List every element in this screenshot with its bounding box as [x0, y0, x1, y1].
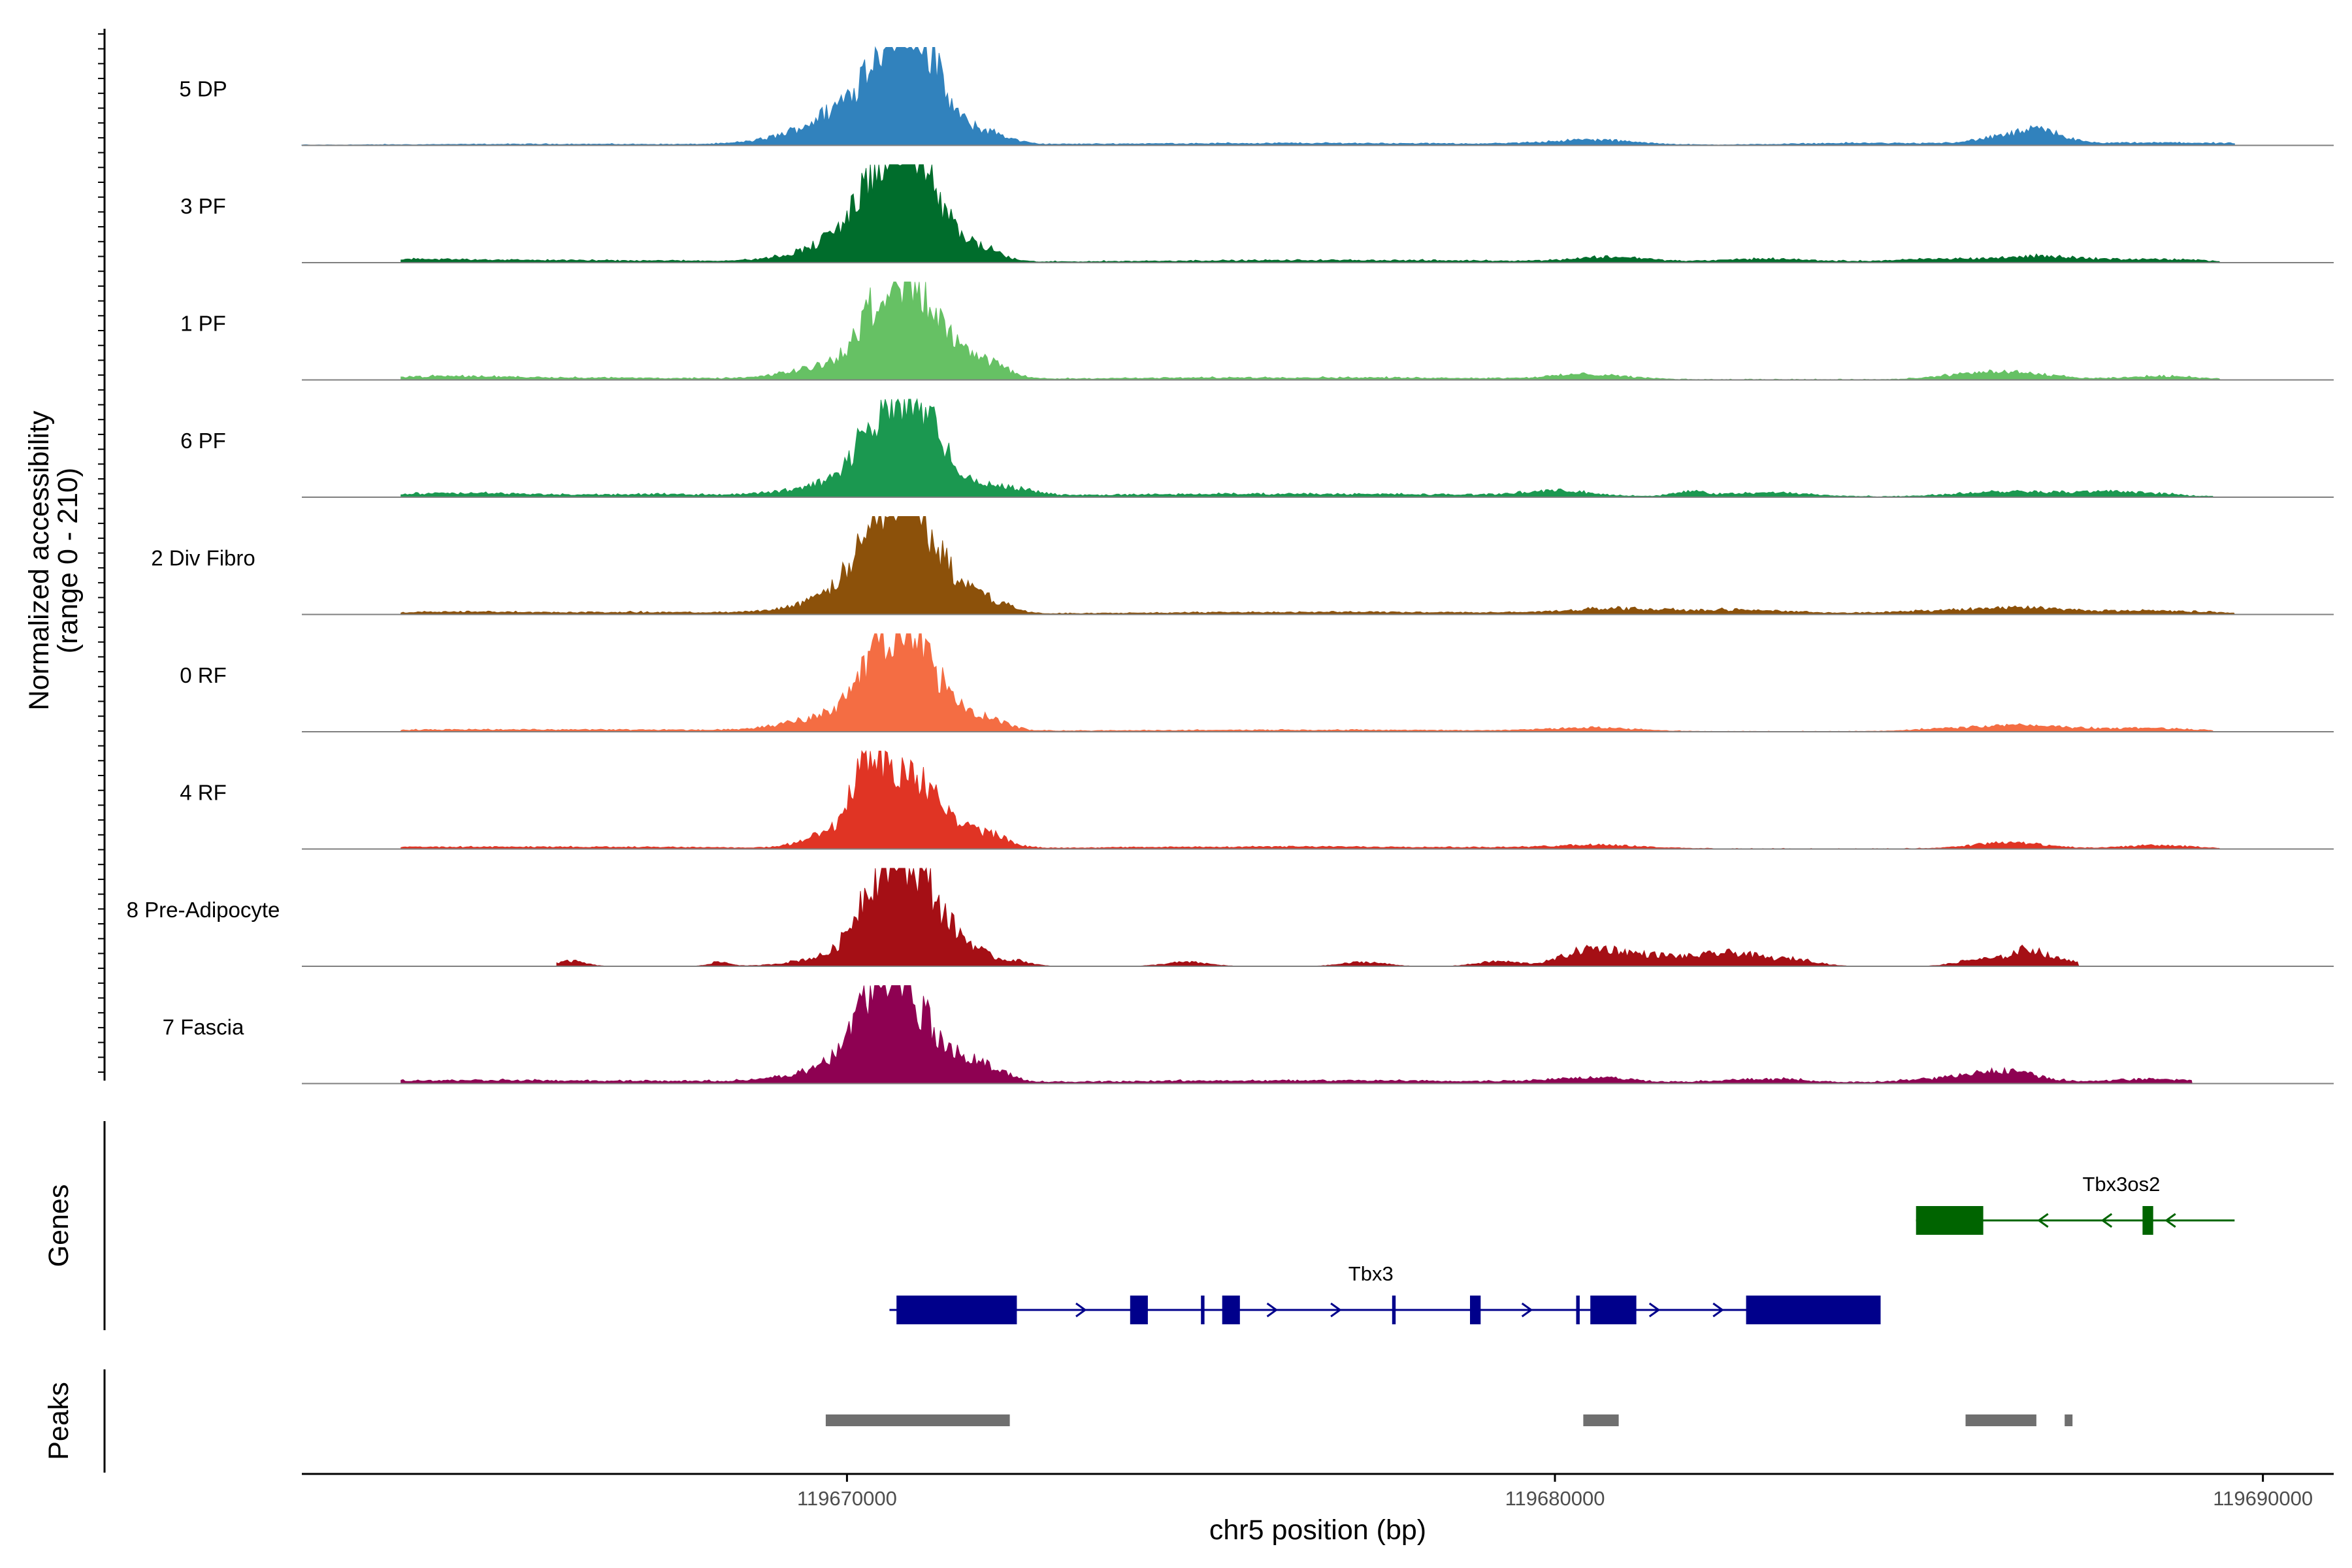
- track-5-dp: 5 DP: [179, 46, 2334, 146]
- strand-arrow: [1712, 1302, 1724, 1318]
- track-label: 5 DP: [179, 77, 227, 101]
- coverage-tracks: 5 DP 3 PF 1 PF 6 PF 2 Div Fibro 0 RF 4 RF 8 Pre…: [127, 46, 2334, 1085]
- gene-label: Tbx3: [1348, 1262, 1394, 1285]
- coverage-area: [400, 164, 2221, 263]
- track-2-div-fibro: 2 Div Fibro: [151, 515, 2334, 615]
- gene-tbx3os2: Tbx3os2: [1916, 1173, 2235, 1235]
- peak-region: [2065, 1414, 2073, 1426]
- track-label: 4 RF: [180, 781, 227, 805]
- y-axis-title-line1: Normalized accessibility: [24, 410, 55, 710]
- coverage-area: [556, 867, 2080, 967]
- gene-label: Tbx3os2: [2082, 1173, 2160, 1196]
- gene-exon: [2142, 1206, 2153, 1235]
- track-label: 8 Pre-Adipocyte: [127, 898, 280, 922]
- coverage-area: [400, 398, 2214, 498]
- genes-panel: Genes Tbx3 Tbx3os2: [43, 1121, 2235, 1330]
- gene-exon: [1392, 1296, 1396, 1324]
- x-tick-label: 119680000: [1505, 1487, 1605, 1510]
- strand-arrow: [2037, 1213, 2049, 1228]
- track-8-pre-adipocyte: 8 Pre-Adipocyte: [127, 867, 2334, 967]
- genes-track-label: Genes: [43, 1184, 74, 1267]
- x-tick-label: 119690000: [2213, 1487, 2313, 1510]
- gene-exon: [1470, 1296, 1481, 1324]
- track-6-pf: 6 PF: [180, 398, 2334, 498]
- gene-exon: [1201, 1296, 1205, 1324]
- coverage-area: [400, 282, 2221, 380]
- track-label: 6 PF: [180, 429, 226, 453]
- strand-arrow: [1648, 1302, 1661, 1318]
- track-4-rf: 4 RF: [180, 749, 2334, 850]
- track-label: 7 Fascia: [163, 1015, 244, 1039]
- peak-regions: [825, 1414, 2073, 1426]
- coverage-area: [400, 985, 2193, 1084]
- peak-region: [825, 1414, 1010, 1426]
- peak-region: [1583, 1414, 1619, 1426]
- strand-arrow: [1266, 1302, 1279, 1318]
- gene-exon: [1746, 1296, 1881, 1324]
- coverage-area: [400, 515, 2236, 615]
- coverage-area: [400, 749, 2221, 850]
- track-7-fascia: 7 Fascia: [163, 985, 2334, 1085]
- gene-exon: [1590, 1296, 1637, 1324]
- coverage-area: [301, 46, 2235, 146]
- track-label: 2 Div Fibro: [151, 546, 255, 570]
- coverage-panel: Normalized accessibility (range 0 - 210)…: [24, 29, 2334, 1085]
- strand-arrow: [1330, 1302, 1342, 1318]
- track-label: 1 PF: [180, 312, 226, 336]
- gene-exon: [1222, 1296, 1240, 1324]
- strand-arrow: [2164, 1213, 2176, 1228]
- gene-exon: [1576, 1296, 1580, 1324]
- x-axis-title: chr5 position (bp): [1209, 1514, 1426, 1546]
- gene-models: Tbx3 Tbx3os2: [889, 1173, 2235, 1324]
- peak-region: [1965, 1414, 2036, 1426]
- strand-arrow: [1521, 1302, 1533, 1318]
- track-3-pf: 3 PF: [180, 164, 2334, 263]
- peaks-panel: Peaks: [43, 1369, 2073, 1473]
- x-axis: 119670000 119680000 119690000 chr5 positio…: [302, 1473, 2334, 1546]
- y-axis-title-line2: (range 0 - 210): [52, 468, 84, 653]
- gene-exon: [1916, 1206, 1984, 1235]
- strand-arrow: [2100, 1213, 2113, 1228]
- coverage-y-ticks: [98, 33, 105, 1073]
- gene-tbx3: Tbx3: [889, 1262, 1881, 1324]
- gene-exon: [1130, 1296, 1148, 1324]
- track-label: 0 RF: [180, 663, 227, 687]
- track-0-rf: 0 RF: [180, 633, 2334, 732]
- coverage-area: [400, 633, 2214, 732]
- peaks-track-label: Peaks: [43, 1382, 74, 1460]
- track-1-pf: 1 PF: [180, 282, 2334, 381]
- x-tick-label: 119670000: [797, 1487, 897, 1510]
- x-axis-ticks: 119670000 119680000 119690000: [797, 1474, 2313, 1510]
- strand-arrow: [1075, 1302, 1087, 1318]
- track-label: 3 PF: [180, 194, 226, 218]
- gene-exon: [896, 1296, 1017, 1324]
